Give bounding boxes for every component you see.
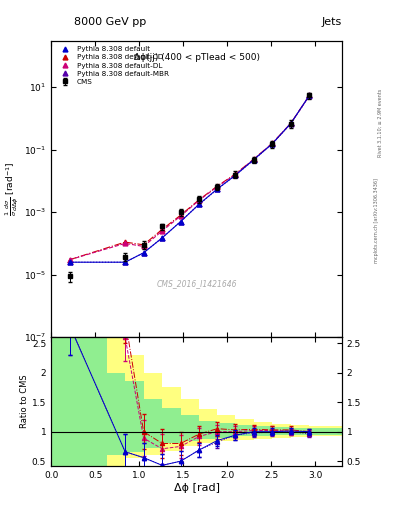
Bar xyxy=(235,419,254,440)
Pythia 8.308 default xyxy=(160,235,165,241)
Pythia 8.308 default-DL xyxy=(67,257,72,263)
Pythia 8.308 default xyxy=(288,120,293,126)
Pythia 8.308 default-CD xyxy=(270,140,275,146)
Pythia 8.308 default-DL xyxy=(270,140,275,146)
Pythia 8.308 default-MBR xyxy=(252,157,256,163)
Text: mcplots.cern.ch [arXiv:1306.3436]: mcplots.cern.ch [arXiv:1306.3436] xyxy=(374,178,378,263)
Bar xyxy=(272,424,291,438)
Legend: Pythia 8.308 default, Pythia 8.308 default-CD, Pythia 8.308 default-DL, Pythia 8: Pythia 8.308 default, Pythia 8.308 defau… xyxy=(55,45,171,87)
Pythia 8.308 default-MBR xyxy=(288,120,293,126)
Pythia 8.308 default-MBR xyxy=(197,201,202,207)
Bar xyxy=(162,388,181,451)
Pythia 8.308 default-MBR xyxy=(215,186,220,193)
Bar xyxy=(309,426,342,436)
Pythia 8.308 default-MBR xyxy=(141,250,146,256)
Pythia 8.308 default xyxy=(67,259,72,265)
Bar xyxy=(107,373,125,455)
Bar xyxy=(199,409,217,443)
Pythia 8.308 default-CD xyxy=(178,212,183,218)
Text: Rivet 3.1.10; ≥ 2.9M events: Rivet 3.1.10; ≥ 2.9M events xyxy=(378,89,383,157)
Bar xyxy=(143,399,162,448)
Bar xyxy=(217,415,235,441)
Pythia 8.308 default-DL xyxy=(141,243,146,249)
Bar xyxy=(291,425,309,437)
Pythia 8.308 default-CD xyxy=(233,171,238,177)
Pythia 8.308 default-CD xyxy=(252,156,256,162)
Bar xyxy=(291,428,309,435)
Line: Pythia 8.308 default-CD: Pythia 8.308 default-CD xyxy=(67,93,312,262)
Bar xyxy=(51,337,88,466)
Pythia 8.308 default xyxy=(197,201,202,207)
Pythia 8.308 default-CD xyxy=(160,226,165,232)
Pythia 8.308 default xyxy=(233,173,238,179)
Pythia 8.308 default-CD xyxy=(197,197,202,203)
Pythia 8.308 default-MBR xyxy=(307,93,312,99)
Bar xyxy=(143,373,162,455)
Pythia 8.308 default-CD xyxy=(123,239,127,245)
Y-axis label: Ratio to CMS: Ratio to CMS xyxy=(20,375,29,429)
Pythia 8.308 default xyxy=(178,219,183,225)
Bar xyxy=(51,337,88,466)
Bar xyxy=(199,421,217,439)
Pythia 8.308 default xyxy=(307,92,312,98)
Pythia 8.308 default xyxy=(123,259,127,265)
X-axis label: Δϕ [rad]: Δϕ [rad] xyxy=(173,482,220,493)
Pythia 8.308 default xyxy=(141,250,146,256)
Bar xyxy=(235,424,254,436)
Bar xyxy=(181,415,199,440)
Pythia 8.308 default-DL xyxy=(178,213,183,219)
Pythia 8.308 default-DL xyxy=(160,228,165,234)
Bar xyxy=(88,337,107,466)
Pythia 8.308 default xyxy=(252,157,256,163)
Pythia 8.308 default-MBR xyxy=(123,259,127,265)
Pythia 8.308 default-DL xyxy=(307,92,312,98)
Pythia 8.308 default-DL xyxy=(233,172,238,178)
Pythia 8.308 default-MBR xyxy=(67,259,72,265)
Bar xyxy=(254,422,272,439)
Line: Pythia 8.308 default-MBR: Pythia 8.308 default-MBR xyxy=(67,93,312,265)
Bar xyxy=(181,399,199,446)
Bar xyxy=(107,337,125,466)
Bar xyxy=(125,355,143,458)
Pythia 8.308 default xyxy=(215,186,220,192)
Pythia 8.308 default-CD xyxy=(215,183,220,189)
Pythia 8.308 default-DL xyxy=(215,184,220,190)
Bar xyxy=(309,428,342,435)
Bar xyxy=(125,381,143,452)
Bar xyxy=(217,423,235,438)
Pythia 8.308 default-DL xyxy=(252,156,256,162)
Pythia 8.308 default-MBR xyxy=(233,173,238,179)
Pythia 8.308 default-MBR xyxy=(178,219,183,225)
Bar xyxy=(272,427,291,435)
Pythia 8.308 default-MBR xyxy=(270,141,275,147)
Text: 8000 GeV pp: 8000 GeV pp xyxy=(74,16,146,27)
Pythia 8.308 default xyxy=(270,141,275,147)
Pythia 8.308 default-DL xyxy=(123,240,127,246)
Pythia 8.308 default-DL xyxy=(288,120,293,126)
Text: CMS_2016_I1421646: CMS_2016_I1421646 xyxy=(156,280,237,288)
Bar xyxy=(254,426,272,436)
Text: Δϕ(jj) (400 < pTlead < 500): Δϕ(jj) (400 < pTlead < 500) xyxy=(134,53,259,62)
Line: Pythia 8.308 default: Pythia 8.308 default xyxy=(67,93,312,265)
Pythia 8.308 default-CD xyxy=(67,257,72,263)
Y-axis label: $\frac{1}{\sigma}\frac{d\sigma}{d\Delta\phi}$ [rad$^{-1}$]: $\frac{1}{\sigma}\frac{d\sigma}{d\Delta\… xyxy=(4,162,21,216)
Bar xyxy=(88,337,107,466)
Pythia 8.308 default-DL xyxy=(197,197,202,203)
Line: Pythia 8.308 default-DL: Pythia 8.308 default-DL xyxy=(67,93,312,262)
Text: Jets: Jets xyxy=(321,16,342,27)
Bar xyxy=(162,408,181,443)
Pythia 8.308 default-CD xyxy=(141,242,146,248)
Pythia 8.308 default-CD xyxy=(307,92,312,98)
Pythia 8.308 default-CD xyxy=(288,120,293,126)
Pythia 8.308 default-MBR xyxy=(160,235,165,241)
